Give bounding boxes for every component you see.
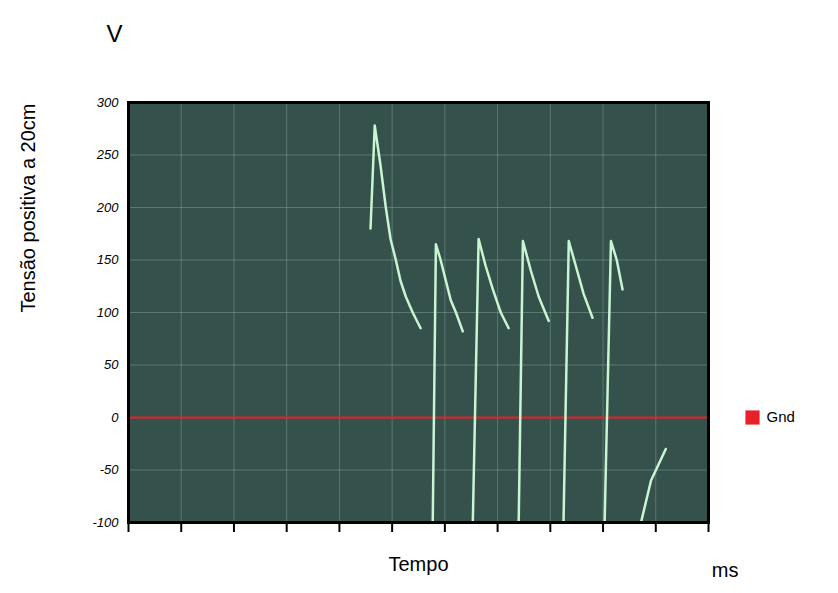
svg-text:Tempo: Tempo xyxy=(388,553,448,575)
svg-text:-100: -100 xyxy=(92,515,119,530)
svg-text:ms: ms xyxy=(712,559,739,581)
svg-text:Tensão positiva a 20cm: Tensão positiva a 20cm xyxy=(17,103,39,312)
svg-text:300: 300 xyxy=(97,95,119,110)
svg-text:150: 150 xyxy=(97,252,119,267)
svg-text:0: 0 xyxy=(111,410,119,425)
svg-text:100: 100 xyxy=(97,305,119,320)
svg-text:-50: -50 xyxy=(100,462,120,477)
svg-text:250: 250 xyxy=(96,147,119,162)
svg-text:200: 200 xyxy=(96,200,119,215)
svg-text:Gnd: Gnd xyxy=(767,408,795,425)
svg-text:V: V xyxy=(107,20,123,47)
svg-text:50: 50 xyxy=(104,357,119,372)
